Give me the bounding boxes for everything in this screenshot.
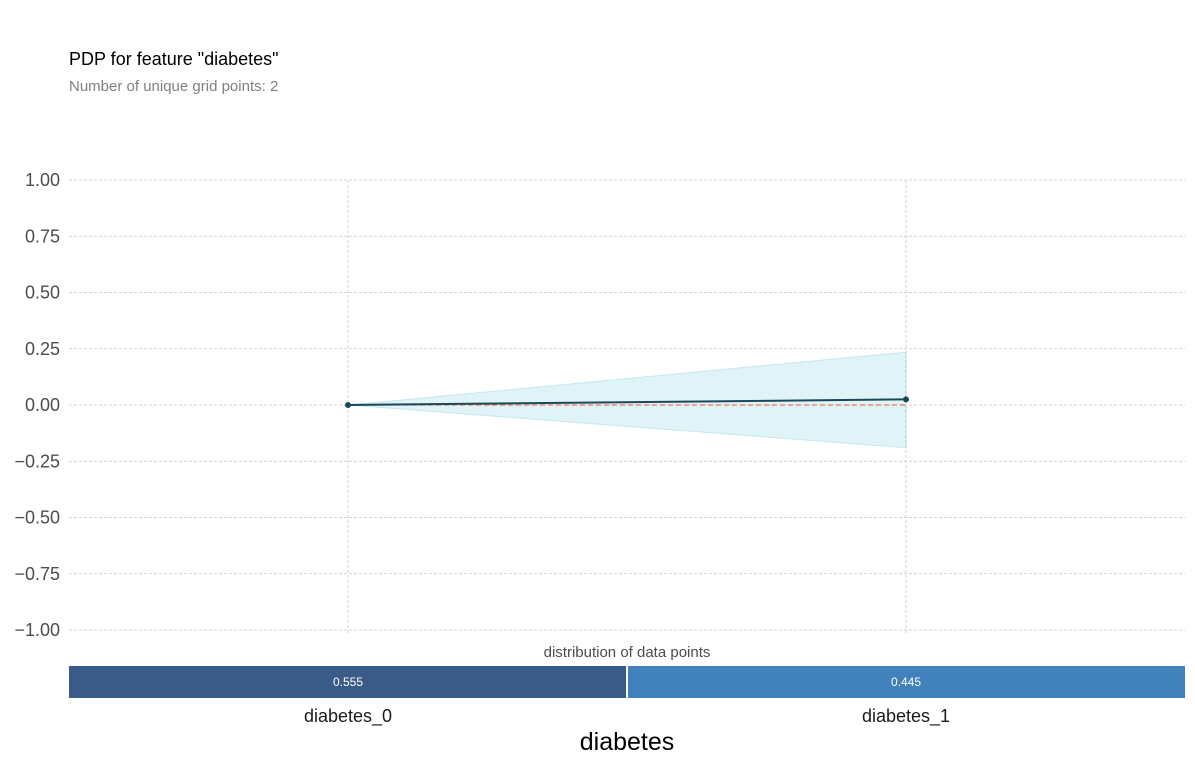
y-tick-label: −0.50 <box>14 508 60 528</box>
y-tick-label: 0.00 <box>25 395 60 415</box>
distribution-bar-label: 0.555 <box>333 675 363 689</box>
distribution-bar <box>69 666 626 698</box>
x-axis-label: diabetes <box>580 728 675 756</box>
y-tick-label: 0.50 <box>25 283 60 303</box>
x-tick-label: diabetes_0 <box>304 706 392 727</box>
x-axis-ticks: diabetes_0 diabetes_1 <box>304 706 950 727</box>
distribution-bars: 0.555 0.445 <box>69 666 1185 698</box>
distribution-bar <box>628 666 1185 698</box>
chart-subtitle: Number of unique grid points: 2 <box>69 78 278 95</box>
x-tick-label: diabetes_1 <box>862 706 950 727</box>
y-tick-label: −1.00 <box>14 620 60 640</box>
pdp-line <box>347 398 907 406</box>
pdp-point <box>903 396 909 403</box>
distribution-bar-label: 0.445 <box>891 675 921 689</box>
y-axis-ticks: 1.00 0.75 0.50 0.25 0.00 −0.25 −0.50 −0.75 −1.00 <box>14 170 60 640</box>
distribution-label: distribution of data points <box>544 644 711 661</box>
pdp-series <box>345 351 909 449</box>
pdp-point <box>345 402 351 408</box>
y-tick-label: 0.75 <box>25 226 60 246</box>
y-tick-label: 0.25 <box>25 339 60 359</box>
y-tick-label: −0.75 <box>14 564 60 584</box>
grid-lines <box>69 179 1185 634</box>
chart-title: PDP for feature "diabetes" <box>69 49 279 69</box>
y-tick-label: 1.00 <box>25 170 60 190</box>
y-tick-label: −0.25 <box>14 451 60 471</box>
